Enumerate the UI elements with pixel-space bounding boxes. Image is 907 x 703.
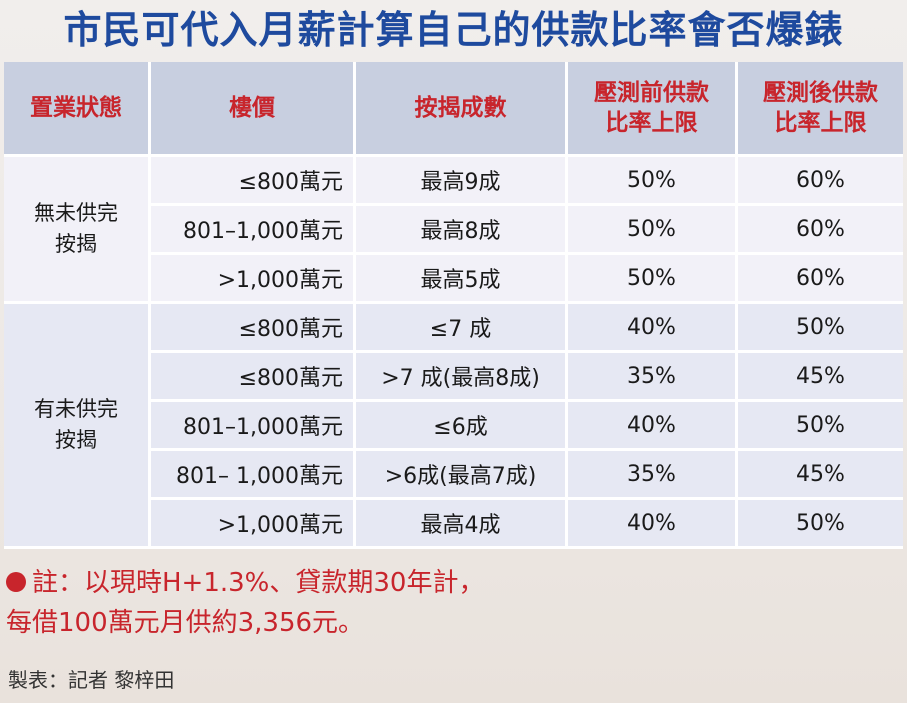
ratio-after-cell: 45% <box>738 451 903 500</box>
ratio-before-cell: 40% <box>568 304 738 353</box>
price-cell: ≤800萬元 <box>151 157 356 206</box>
ltv-cell: 最高8成 <box>356 206 568 255</box>
price-cell: 801–1,000萬元 <box>151 206 356 255</box>
table-row: 無未供完 按揭 ≤800萬元 最高9成 50% 60% <box>4 157 903 304</box>
ltv-cell: 最高4成 <box>356 500 568 549</box>
footnote-text-1: 註：以現時H+1.3%、貸款期30年計， <box>32 568 485 598</box>
ltv-cell: >7 成(最高8成) <box>356 353 568 402</box>
status-label: 有未供完 按揭 <box>34 397 118 452</box>
header-price-label: 樓價 <box>229 95 275 121</box>
price-cell: ≤800萬元 <box>151 304 356 353</box>
price-cell: >1,000萬元 <box>151 255 356 304</box>
table-row: >1,000萬元 最高5成 50% 60% <box>4 255 903 304</box>
price-cell: ≤800萬元 <box>151 353 356 402</box>
ratio-after-cell: 50% <box>738 402 903 451</box>
ratio-before-cell: 50% <box>568 206 738 255</box>
ratio-before-cell: 40% <box>568 500 738 549</box>
table-header-row: 置業狀態 樓價 按揭成數 壓測前供款 比率上限 壓測後供款 比率上限 <box>4 62 903 157</box>
ratio-after-cell: 50% <box>738 500 903 549</box>
ratio-before-cell: 50% <box>568 157 738 206</box>
header-price: 樓價 <box>151 62 356 157</box>
ratio-after-cell: 60% <box>738 255 903 304</box>
table-row: 801–1,000萬元 ≤6成 40% 50% <box>4 402 903 451</box>
footnote-line-1: 註：以現時H+1.3%、貸款期30年計， <box>6 563 484 603</box>
header-ltv-label: 按揭成數 <box>414 95 507 121</box>
ratio-after-cell: 50% <box>738 304 903 353</box>
ratio-before-cell: 50% <box>568 255 738 304</box>
ltv-cell: ≤6成 <box>356 402 568 451</box>
ltv-cell: 最高9成 <box>356 157 568 206</box>
ratio-after-cell: 45% <box>738 353 903 402</box>
page-title: 市民可代入月薪計算自己的供款比率會否爆錶 <box>63 7 844 52</box>
credit-line: 製表：記者 黎梓田 <box>8 668 175 692</box>
header-ratio-after-label: 壓測後供款 比率上限 <box>763 80 878 136</box>
ratio-after-cell: 60% <box>738 157 903 206</box>
table-row: 801–1,000萬元 最高8成 50% 60% <box>4 206 903 255</box>
footnote: 註：以現時H+1.3%、貸款期30年計， 每借100萬元月供約3,356元。 <box>6 563 484 643</box>
status-cell: 無未供完 按揭 <box>4 157 151 304</box>
footnote-text-2: 每借100萬元月供約3,356元。 <box>6 608 365 638</box>
price-cell: 801–1,000萬元 <box>151 402 356 451</box>
ratio-before-cell: 35% <box>568 451 738 500</box>
table-row: ≤800萬元 >7 成(最高8成) 35% 45% <box>4 353 903 402</box>
header-ratio-after: 壓測後供款 比率上限 <box>738 62 903 157</box>
table-row: 801– 1,000萬元 >6成(最高7成) 35% 45% <box>4 451 903 500</box>
table-row: 有未供完 按揭 ≤800萬元 ≤7 成 40% 50% <box>4 304 903 549</box>
ratio-after-cell: 60% <box>738 206 903 255</box>
ltv-cell: 最高5成 <box>356 255 568 304</box>
header-ratio-before: 壓測前供款 比率上限 <box>568 62 738 157</box>
header-ltv: 按揭成數 <box>356 62 568 157</box>
ltv-cell: >6成(最高7成) <box>356 451 568 500</box>
bullet-icon <box>6 572 26 592</box>
table-row: >1,000萬元 最高4成 40% 50% <box>4 500 903 549</box>
price-cell: 801– 1,000萬元 <box>151 451 356 500</box>
status-cell: 有未供完 按揭 <box>4 304 151 549</box>
status-label: 無未供完 按揭 <box>34 201 118 256</box>
header-ratio-before-label: 壓測前供款 比率上限 <box>594 80 709 136</box>
mortgage-ratio-table: 置業狀態 樓價 按揭成數 壓測前供款 比率上限 壓測後供款 比率上限 無未供完 … <box>4 62 903 549</box>
header-status-label: 置業狀態 <box>30 95 122 121</box>
ratio-before-cell: 35% <box>568 353 738 402</box>
header-status: 置業狀態 <box>4 62 151 157</box>
ratio-before-cell: 40% <box>568 402 738 451</box>
ltv-cell: ≤7 成 <box>356 304 568 353</box>
price-cell: >1,000萬元 <box>151 500 356 549</box>
